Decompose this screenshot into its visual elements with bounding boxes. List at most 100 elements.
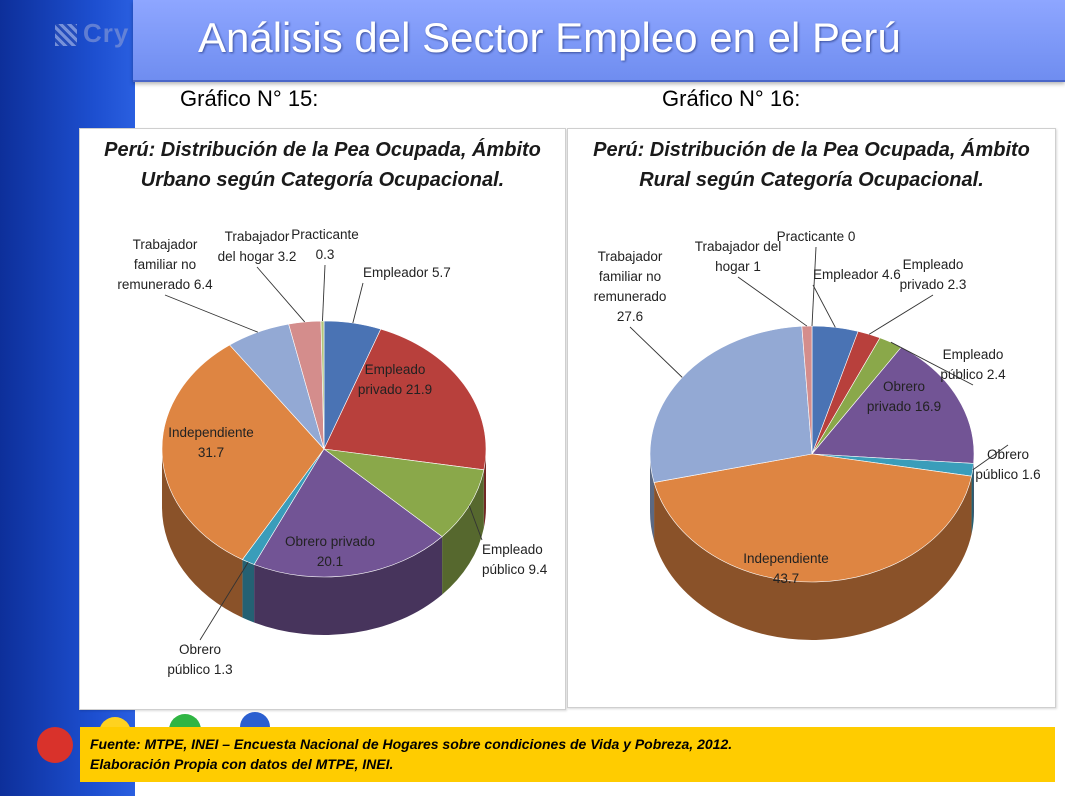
pie-side-obrero_privado bbox=[254, 536, 443, 635]
data-label-trabajador_familiar: Trabajador familiar no remunerado 27.6 bbox=[594, 249, 667, 324]
data-label-line: público 2.4 bbox=[940, 367, 1006, 382]
chart-title-urban-line1: Perú: Distribución de la Pea Ocupada, Ám… bbox=[104, 139, 541, 161]
data-label-line: Trabajador bbox=[133, 237, 198, 252]
data-label-line: privado 16.9 bbox=[867, 399, 941, 414]
pie-side-independiente bbox=[162, 449, 243, 618]
data-label-line: público 9.4 bbox=[482, 562, 548, 577]
leader-line-practicante bbox=[322, 264, 326, 322]
leader-line-empleado_publico bbox=[890, 341, 974, 386]
leader-line-obrero_publico bbox=[972, 444, 1009, 471]
data-label-trabajador_familiar: Trabajador familiar no remunerado 6.4 bbox=[117, 237, 213, 292]
data-label-practicante: Practicante 0 bbox=[777, 229, 856, 244]
data-label-empleado_publico: Empleado público 9.4 bbox=[482, 542, 548, 577]
data-label-line: Independiente bbox=[743, 551, 829, 566]
data-label-line: Empleador 5.7 bbox=[363, 265, 451, 280]
data-label-line: hogar 1 bbox=[715, 259, 761, 274]
data-label-trabajador_hogar: Trabajador del hogar 1 bbox=[695, 239, 782, 274]
chart-title-urban: Perú: Distribución de la Pea Ocupada, Ám… bbox=[80, 135, 565, 195]
leader-line-obrero_publico bbox=[199, 561, 249, 641]
pie-top bbox=[649, 325, 975, 583]
chart-title-rural-line1: Perú: Distribución de la Pea Ocupada, Ám… bbox=[593, 139, 1030, 161]
data-label-line: Empleado bbox=[365, 362, 426, 377]
pie-side-walls bbox=[162, 449, 486, 635]
data-label-line: Obrero bbox=[987, 447, 1029, 462]
data-label-line: 27.6 bbox=[617, 309, 643, 324]
data-label-line: Empleador 4.6 bbox=[813, 267, 901, 282]
pie-side-obrero_publico bbox=[971, 463, 974, 535]
page-title: Análisis del Sector Empleo en el Perú bbox=[198, 14, 901, 61]
red-figure-icon bbox=[37, 727, 73, 763]
data-label-line: Empleado bbox=[903, 257, 964, 272]
pie-side-obrero_publico bbox=[242, 559, 255, 623]
data-label-line: 43.7 bbox=[773, 571, 799, 586]
data-label-line: privado 21.9 bbox=[358, 382, 432, 397]
data-label-line: Practicante 0 bbox=[777, 229, 856, 244]
data-label-empleado_privado: Empleado privado 2.3 bbox=[900, 257, 967, 292]
data-label-line: Obrero bbox=[179, 642, 221, 657]
leader-line-practicante bbox=[811, 246, 817, 327]
data-label-line: Empleado bbox=[943, 347, 1004, 362]
pie-slice-obrero_privado bbox=[253, 448, 443, 578]
data-label-line: privado 2.3 bbox=[900, 277, 967, 292]
data-label-line: remunerado bbox=[594, 289, 667, 304]
data-label-obrero_privado: Obrero privado 20.1 bbox=[285, 534, 375, 569]
data-label-line: Trabajador bbox=[225, 229, 290, 244]
data-label-line: familiar no bbox=[599, 269, 661, 284]
leader-line-trabajador_familiar bbox=[164, 294, 258, 333]
pie-slice-empleado_privado bbox=[323, 328, 487, 471]
data-label-obrero_privado: Obrero privado 16.9 bbox=[867, 379, 941, 414]
title-bar: Análisis del Sector Empleo en el Perú bbox=[133, 0, 1065, 82]
pie-side-trabajador_familiar bbox=[650, 454, 655, 541]
data-label-line: 0.3 bbox=[316, 247, 335, 262]
data-label-obrero_publico: Obrero público 1.3 bbox=[167, 642, 232, 677]
logo-icon bbox=[55, 24, 77, 47]
data-label-line: familiar no bbox=[134, 257, 196, 272]
data-label-line: 20.1 bbox=[317, 554, 343, 569]
leader-line-trabajador_hogar bbox=[256, 266, 306, 323]
data-label-empleado_privado: Empleado privado 21.9 bbox=[358, 362, 432, 397]
pie-slice-trabajador_familiar bbox=[649, 325, 813, 483]
data-label-empleador: Empleador 4.6 bbox=[813, 267, 901, 282]
leader-line-trabajador_familiar bbox=[629, 326, 683, 378]
pie-side-empleado_publico bbox=[442, 469, 484, 595]
chart-label-right: Gráfico N° 16: bbox=[662, 86, 801, 111]
footer-line1: Fuente: MTPE, INEI – Encuesta Nacional d… bbox=[90, 736, 733, 752]
data-label-line: público 1.3 bbox=[167, 662, 232, 677]
data-label-line: 31.7 bbox=[198, 445, 224, 460]
pie-slice-practicante bbox=[320, 320, 325, 450]
data-label-obrero_publico: Obrero público 1.6 bbox=[975, 447, 1040, 482]
data-label-line: Obrero bbox=[883, 379, 925, 394]
data-label-independiente: Independiente 43.7 bbox=[743, 551, 829, 586]
chart-panel-rural: Perú: Distribución de la Pea Ocupada, Ám… bbox=[567, 128, 1056, 708]
data-label-line: del hogar 3.2 bbox=[218, 249, 297, 264]
pie-side-independiente bbox=[654, 476, 972, 640]
pie-side-empleado_privado bbox=[483, 449, 486, 528]
data-label-line: Practicante bbox=[291, 227, 359, 242]
chart-label-left: Gráfico N° 15: bbox=[180, 86, 319, 111]
data-label-line: Trabajador del bbox=[695, 239, 782, 254]
data-label-practicante: Practicante 0.3 bbox=[291, 227, 359, 262]
pie-slice-independiente bbox=[653, 453, 972, 583]
pie-top bbox=[161, 320, 487, 578]
chart-title-rural: Perú: Distribución de la Pea Ocupada, Ám… bbox=[568, 135, 1055, 195]
leader-line-empleador bbox=[352, 282, 364, 324]
data-label-line: Empleado bbox=[482, 542, 543, 557]
data-label-trabajador_hogar: Trabajador del hogar 3.2 bbox=[218, 229, 297, 264]
source-footer: Fuente: MTPE, INEI – Encuesta Nacional d… bbox=[80, 727, 1055, 782]
logo-text: Cry bbox=[83, 18, 130, 48]
footer-line2: Elaboración Propia con datos del MTPE, I… bbox=[90, 756, 394, 772]
data-label-independiente: Independiente 31.7 bbox=[168, 425, 254, 460]
data-label-empleado_publico: Empleado público 2.4 bbox=[940, 347, 1006, 382]
pie-slice-independiente bbox=[161, 344, 325, 560]
data-label-line: Obrero privado bbox=[285, 534, 375, 549]
chart-title-rural-line2: Rural según Categoría Ocupacional. bbox=[639, 169, 984, 191]
chart-title-urban-line2: Urbano según Categoría Ocupacional. bbox=[140, 169, 505, 191]
data-label-line: remunerado 6.4 bbox=[117, 277, 213, 292]
pie-side-walls bbox=[650, 454, 974, 640]
chart-panel-urban: Perú: Distribución de la Pea Ocupada, Ám… bbox=[79, 128, 566, 710]
data-label-line: Trabajador bbox=[598, 249, 663, 264]
